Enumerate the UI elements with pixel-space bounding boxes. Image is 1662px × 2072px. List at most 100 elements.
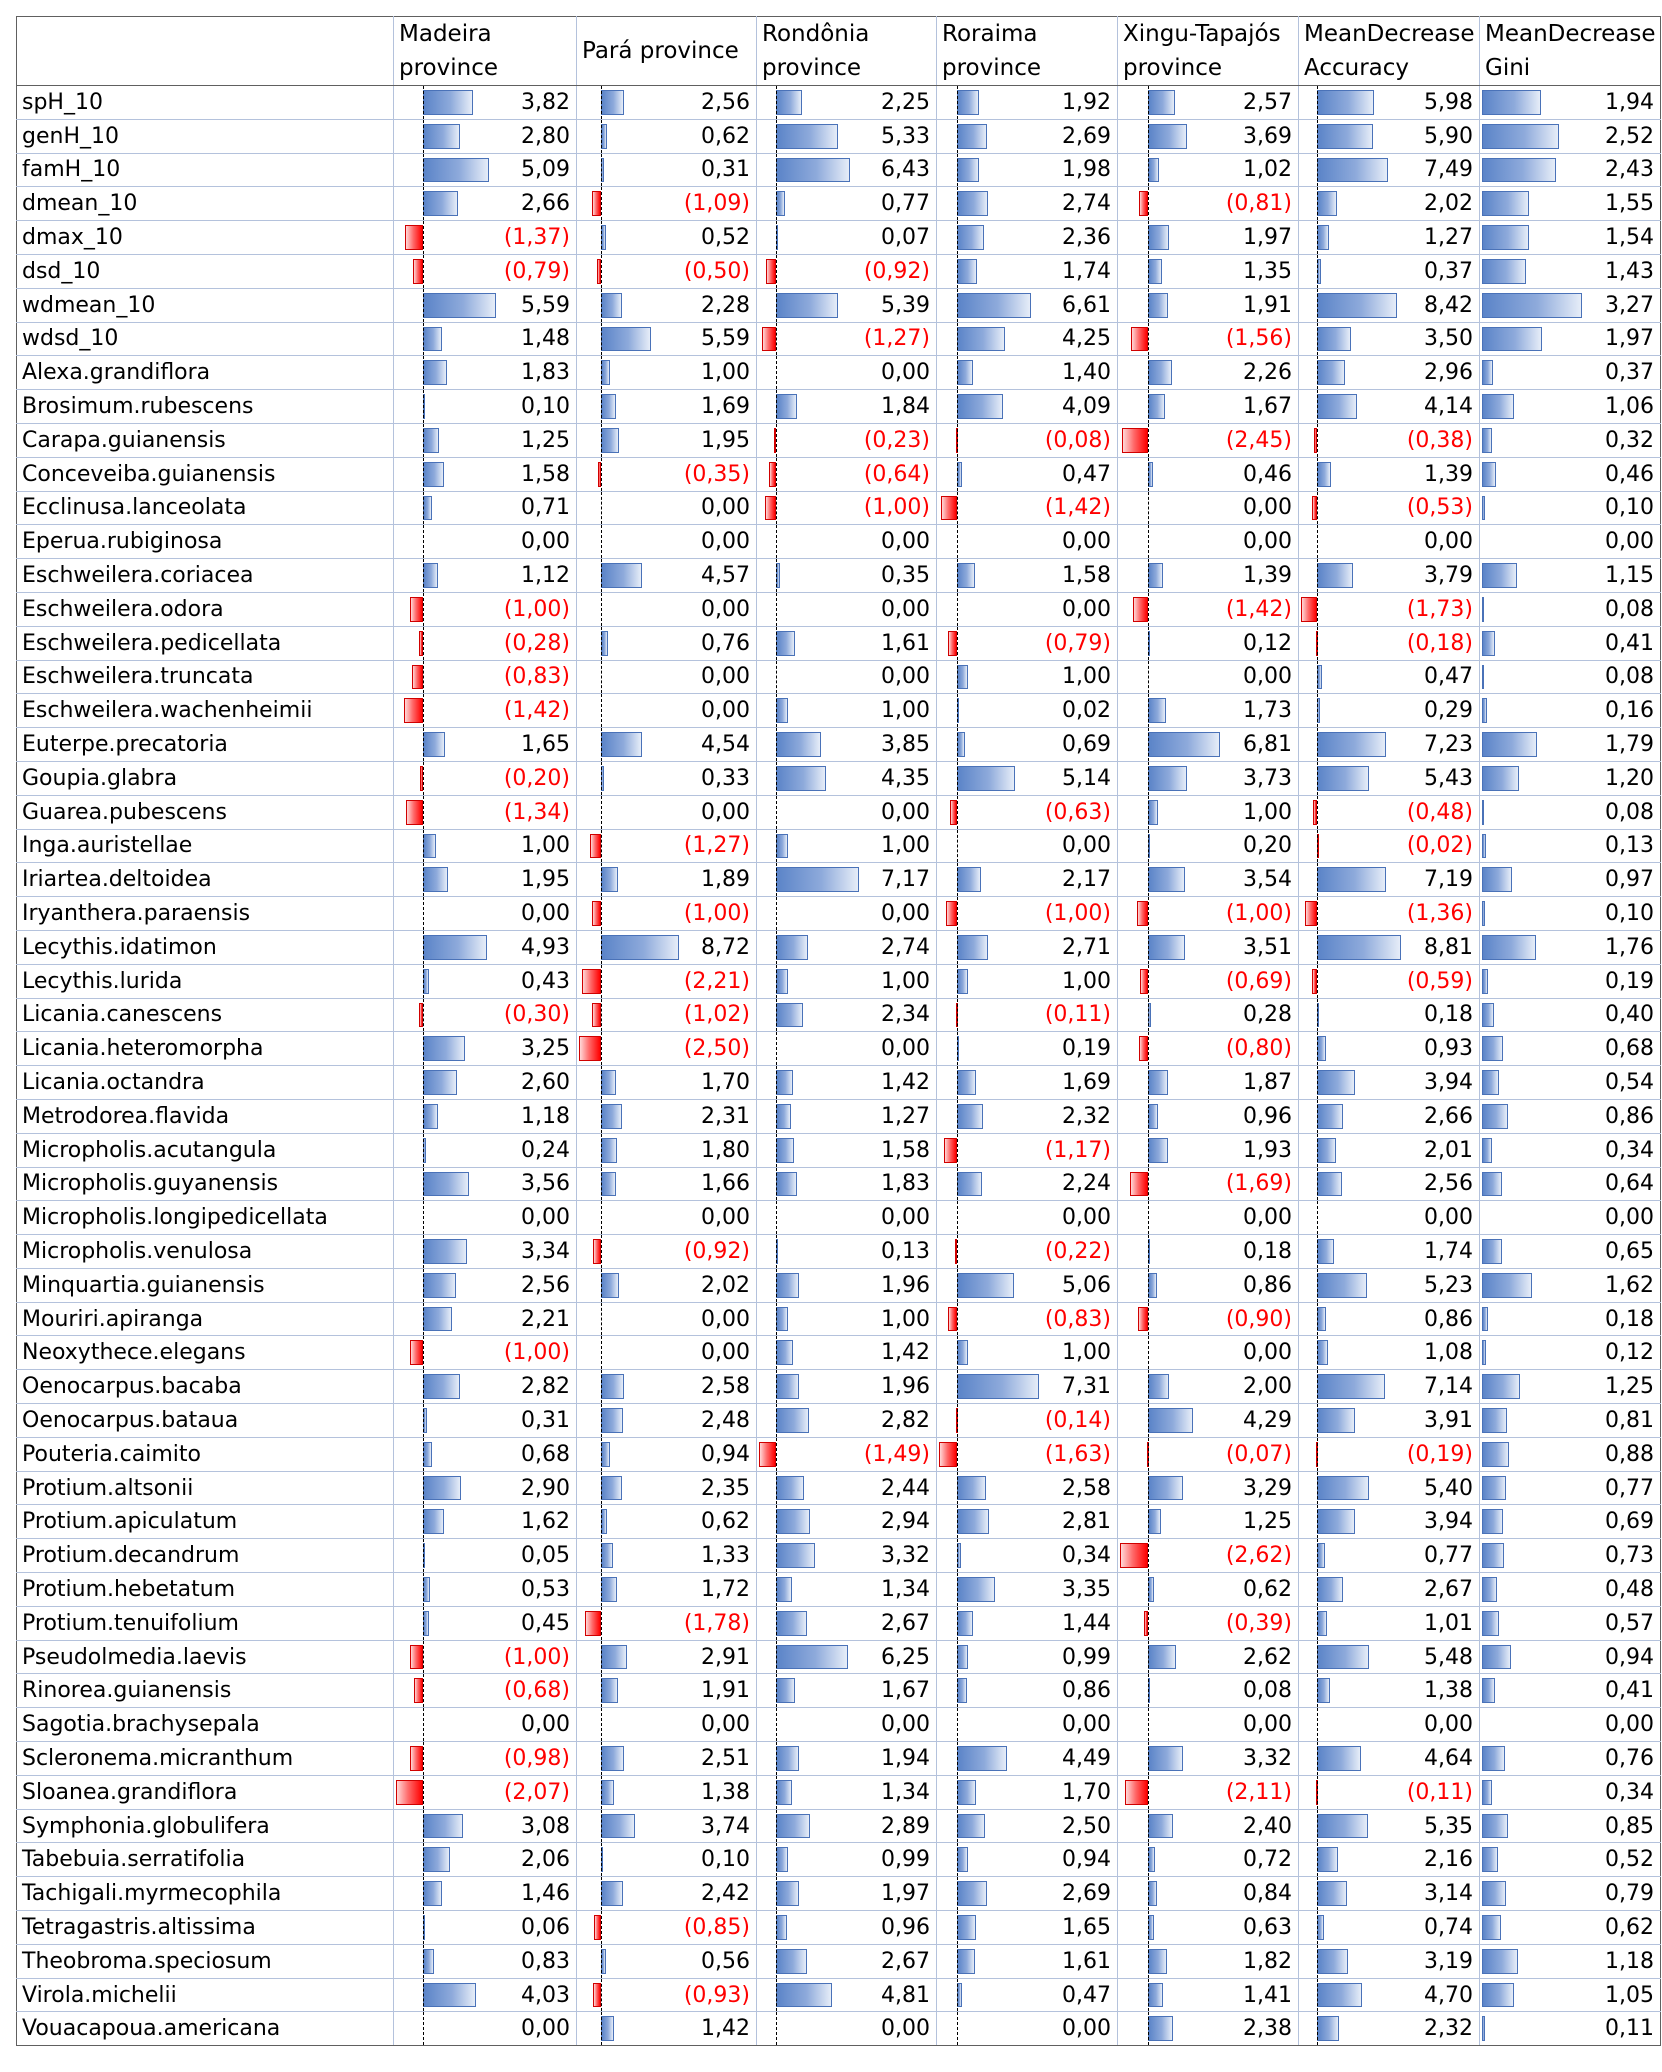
cell-value: (1,27) — [683, 833, 750, 859]
bar-axis — [423, 492, 425, 524]
cell-roraima: 1,40 — [936, 355, 1118, 391]
data-bar-cell: 1,18 — [1481, 1945, 1660, 1977]
positive-data-bar — [423, 867, 449, 893]
table-row: Licania.canescens (0,30) (1,02) 2,34 (0,11) 0… — [16, 997, 1661, 1033]
cell-value: 0,00 — [701, 596, 750, 622]
data-bar-cell: 7,17 — [758, 863, 936, 896]
cell-roraima: (0,83) — [936, 1301, 1118, 1337]
cell-value: 2,42 — [701, 1881, 750, 1907]
row-label: Protium.apiculatum — [16, 1504, 394, 1540]
table-row: wdsd_10 1,48 5,59 (1,27) 4,25 (1,56) 3,50 1,97 — [16, 321, 1661, 357]
bar-axis — [957, 1303, 959, 1335]
cell-value: (0,38) — [1406, 427, 1473, 453]
cell-para: 0,94 — [576, 1436, 757, 1472]
positive-data-bar — [1482, 867, 1512, 893]
bar-axis — [1147, 1539, 1149, 1572]
negative-data-bar — [946, 901, 958, 926]
cell-xingu-tapajos: 3,32 — [1117, 1741, 1299, 1776]
cell-value: 1,44 — [1062, 1610, 1111, 1636]
positive-data-bar — [776, 1813, 810, 1839]
cell-value: 2,38 — [1243, 2016, 1292, 2042]
bar-axis — [957, 1979, 959, 2011]
cell-value: (1,27) — [863, 326, 930, 352]
cell-value: 1,67 — [881, 1678, 930, 1704]
bar-axis — [957, 154, 959, 186]
data-bar-cell: 8,72 — [578, 931, 756, 964]
data-bar-cell: 0,10 — [1481, 492, 1660, 524]
cell-madeira: 0,00 — [393, 524, 577, 560]
row-label: Virola.michelii — [16, 1977, 394, 2013]
data-bar-cell: 1,70 — [938, 1776, 1117, 1809]
bar-axis — [1317, 1979, 1319, 2011]
cell-value: 0,76 — [701, 630, 750, 656]
row-label: spH_10 — [16, 85, 394, 120]
data-bar-cell: 1,97 — [1481, 323, 1660, 355]
cell-value: 2,60 — [521, 1070, 570, 1095]
bar-axis — [957, 1810, 959, 1842]
cell-value: (1,00) — [503, 1340, 570, 1366]
row-label: Oenocarpus.bacaba — [16, 1369, 394, 1405]
bar-axis — [957, 1235, 959, 1268]
bar-axis — [1147, 661, 1149, 693]
positive-data-bar — [1317, 1813, 1369, 1839]
data-bar-cell: 2,44 — [758, 1472, 936, 1504]
data-bar-cell: 1,38 — [1300, 1674, 1479, 1707]
bar-axis — [423, 999, 425, 1031]
cell-value: 0,86 — [1062, 1678, 1111, 1704]
cell-madeira: (0,79) — [393, 253, 577, 289]
negative-data-bar — [1311, 968, 1318, 994]
bar-axis — [776, 728, 778, 761]
cell-value: 5,59 — [521, 292, 570, 318]
data-bar-cell: 0,00 — [938, 830, 1117, 862]
cell-value: 2,82 — [521, 1374, 570, 1400]
bar-axis — [1147, 221, 1149, 254]
cell-value: 1,95 — [521, 867, 570, 893]
data-bar-cell: (2,50) — [578, 1032, 756, 1065]
cell-mean-decrease-accuracy: 3,79 — [1298, 558, 1480, 593]
row-label: Micropholis.longipedicellata — [16, 1200, 394, 1236]
table-row: Scleronema.micranthum (0,98) 2,51 1,94 4,49 3… — [16, 1741, 1661, 1776]
cell-mean-decrease-gini: 0,12 — [1479, 1335, 1661, 1371]
negative-data-bar — [598, 461, 602, 487]
cell-value: 0,34 — [1605, 1779, 1654, 1805]
cell-madeira: (0,83) — [393, 659, 577, 695]
cell-value: 0,10 — [1605, 901, 1654, 927]
negative-data-bar — [420, 765, 424, 791]
bar-axis — [957, 221, 959, 254]
cell-value: (1,02) — [683, 1002, 750, 1028]
table-row: Iriartea.deltoidea 1,95 1,89 7,17 2,17 3,54 7,… — [16, 862, 1661, 898]
positive-data-bar — [601, 1644, 628, 1670]
cell-value: 0,46 — [1243, 461, 1292, 487]
cell-value: 0,79 — [1605, 1881, 1654, 1907]
cell-xingu-tapajos: 2,00 — [1117, 1369, 1299, 1405]
cell-mean-decrease-gini: 0,00 — [1479, 1200, 1661, 1236]
cell-rondonia: 0,00 — [756, 2011, 937, 2047]
positive-data-bar — [1317, 1543, 1325, 1569]
cell-value: (1,69) — [1225, 1171, 1292, 1197]
cell-mean-decrease-gini: 1,18 — [1479, 1943, 1661, 1979]
bar-axis — [957, 1472, 959, 1504]
data-bar-cell: 2,34 — [758, 999, 936, 1031]
bar-axis — [1317, 255, 1319, 288]
cell-mean-decrease-gini: 0,69 — [1479, 1504, 1661, 1540]
bar-axis — [423, 2012, 425, 2045]
negative-data-bar — [1143, 1610, 1148, 1636]
bar-axis — [1317, 1641, 1319, 1673]
row-label: Carapa.guianensis — [16, 422, 394, 458]
bar-axis — [601, 897, 603, 930]
data-bar-cell: 3,35 — [938, 1573, 1117, 1606]
row-label: Rinorea.guianensis — [16, 1673, 394, 1709]
data-bar-cell: 5,39 — [758, 289, 936, 322]
bar-axis — [601, 1134, 603, 1167]
data-bar-cell: 0,47 — [1300, 661, 1479, 693]
positive-data-bar — [423, 732, 445, 757]
cell-value: 4,70 — [1424, 1982, 1473, 2008]
row-label: Metrodorea.flavida — [16, 1098, 394, 1134]
cell-value: (1,56) — [1225, 326, 1292, 352]
cell-mean-decrease-gini: 0,76 — [1479, 1741, 1661, 1776]
bar-axis — [1147, 1472, 1149, 1504]
row-label: Theobroma.speciosum — [16, 1943, 394, 1979]
positive-data-bar — [1482, 1509, 1504, 1535]
cell-rondonia: 1,61 — [756, 625, 937, 661]
positive-data-bar — [601, 90, 625, 115]
